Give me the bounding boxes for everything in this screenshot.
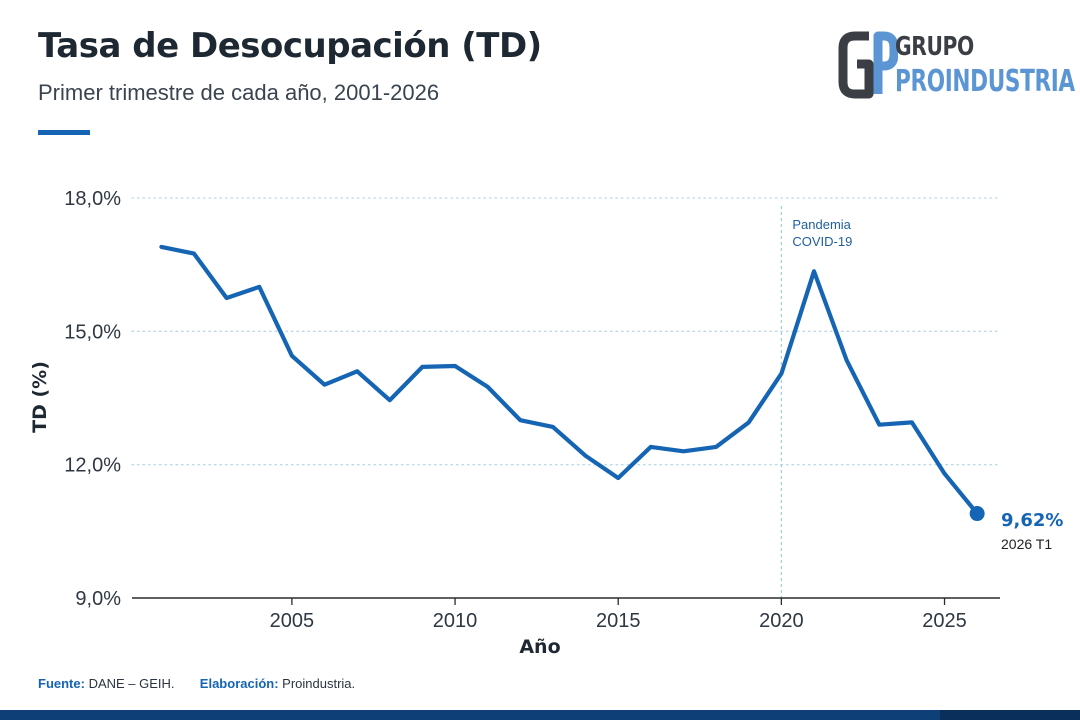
data-point: [779, 372, 783, 376]
data-point: [355, 369, 359, 373]
y-tick-label: 18,0%: [64, 188, 121, 210]
made-by-value: Proindustria.: [282, 676, 356, 691]
data-point: [747, 420, 751, 424]
data-point: [616, 476, 620, 480]
data-point: [714, 445, 718, 449]
y-tick-label: 15,0%: [64, 321, 121, 343]
data-point: [420, 365, 424, 369]
data-point: [649, 445, 653, 449]
data-point: [486, 385, 490, 389]
made-by-label: Elaboración:: [199, 676, 279, 691]
bottom-bar: [0, 710, 1080, 720]
data-point: [159, 245, 163, 249]
series-line: [159, 244, 980, 516]
page-title: Tasa de Desocupación (TD): [38, 26, 542, 66]
grupo-proindustria-logo: GRUPO PROINDUSTRIA: [838, 30, 1075, 100]
logo-text-grupo: GRUPO: [895, 32, 974, 62]
y-axis-title: TD (%): [29, 361, 51, 433]
data-point: [518, 418, 522, 422]
data-point: [453, 364, 457, 368]
x-axis-title: Año: [519, 636, 560, 658]
data-point: [943, 472, 947, 476]
gp-monogram-icon: [838, 31, 899, 99]
end-period-label: 2026 T1: [1001, 536, 1052, 552]
x-tick-label: 2010: [433, 610, 478, 632]
data-point: [877, 423, 881, 427]
x-tick-label: 2005: [270, 610, 315, 632]
x-tick-label: 2020: [759, 610, 804, 632]
series-layer: [159, 244, 985, 522]
annotation-label-line2: COVID-19: [792, 234, 852, 249]
y-tick-label: 12,0%: [64, 455, 121, 477]
data-point: [910, 420, 914, 424]
annotation-layer: Pandemia COVID-19: [780, 206, 852, 598]
source-value: DANE – GEIH.: [88, 676, 175, 691]
end-point-marker: [969, 506, 985, 522]
data-point: [812, 269, 816, 273]
end-value-label: 9,62%: [1001, 510, 1063, 531]
data-point: [225, 296, 229, 300]
data-point: [681, 449, 685, 453]
data-point: [257, 285, 261, 289]
page-subtitle: Primer trimestre de cada año, 2001-2026: [38, 80, 440, 105]
x-tick-label: 2025: [922, 610, 967, 632]
axis-layer: 9,0% 12,0% 15,0% 18,0% 2005 2010 2015 2020 2025 A…: [29, 188, 1000, 658]
logo-text-proindustria: PROINDUSTRIA: [895, 64, 1075, 99]
data-point: [323, 383, 327, 387]
data-point: [192, 252, 196, 256]
data-point: [584, 454, 588, 458]
y-tick-label: 9,0%: [75, 588, 121, 610]
data-point: [845, 358, 849, 362]
grid-layer: [131, 197, 1001, 466]
label-layer: 9,62% 2026 T1: [1001, 510, 1063, 552]
data-point: [290, 354, 294, 358]
footer-source: Fuente: DANE – GEIH. Elaboración: Proind…: [38, 676, 355, 691]
annotation-label-line1: Pandemia: [792, 217, 851, 232]
data-point: [388, 398, 392, 402]
x-tick-label: 2015: [596, 610, 641, 632]
title-accent-line: [38, 130, 90, 135]
data-point: [551, 425, 555, 429]
source-label: Fuente:: [38, 676, 85, 691]
